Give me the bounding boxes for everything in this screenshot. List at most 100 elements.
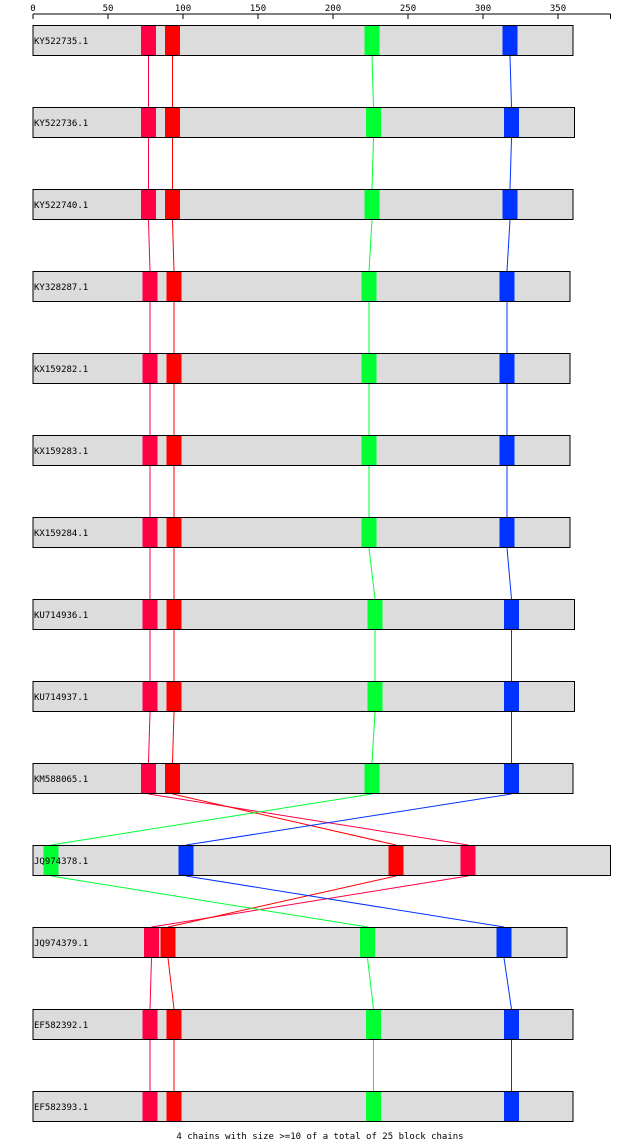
block-chain-segment (360, 928, 375, 957)
chain-connector (367, 957, 374, 1010)
chain-connector (172, 793, 397, 846)
block-chain-segment (499, 272, 515, 301)
chain-connector (50, 793, 373, 846)
block-chain-segment (504, 682, 519, 711)
sequence-bar (32, 763, 574, 794)
block-chain-segment (166, 1010, 182, 1039)
sequence-row: KY522736.1 (32, 107, 575, 138)
chain-connector (368, 219, 373, 272)
sequence-bar (32, 845, 611, 876)
block-chain-segment (166, 518, 182, 547)
sequence-bar (32, 107, 575, 138)
axis-tick-label: 100 (175, 4, 191, 14)
sequence-row: EF582393.1 (32, 1091, 574, 1122)
sequence-label: KY522735.1 (34, 37, 88, 47)
sequence-bar (32, 435, 571, 466)
sequence-row: KX159284.1 (32, 517, 571, 548)
block-chain-segment (142, 354, 158, 383)
chain-connector (148, 219, 151, 272)
sequence-row: JQ974379.1 (32, 927, 568, 958)
chain-connector (371, 137, 374, 190)
position-axis: 0 50 100 150 200 250 300 350 (30, 4, 611, 19)
sequence-rows: KY522735.1 KY522736.1 KY522740.1 KY328287.1… (32, 25, 611, 1122)
chain-connector (151, 875, 469, 928)
sequence-label: KY328287.1 (34, 283, 88, 293)
sequence-row: EF582392.1 (32, 1009, 574, 1040)
chain-connector (172, 711, 175, 764)
block-chain-segment (361, 272, 377, 301)
sequence-row: JQ974378.1 (32, 845, 611, 876)
axis-tick-label: 250 (400, 4, 416, 14)
chain-connectors (50, 55, 512, 1091)
block-chain-segment (166, 1092, 182, 1121)
axis-tick-label: 0 (30, 4, 35, 14)
chain-connector (503, 957, 512, 1010)
chain-connector (371, 55, 374, 108)
block-chain-segment (388, 846, 404, 875)
block-chain-segment (165, 190, 180, 219)
sequence-bar (32, 1091, 574, 1122)
sequence-bar (32, 353, 571, 384)
axis-tick-label: 50 (103, 4, 114, 14)
chain-connector (167, 957, 175, 1010)
block-chain-segment (496, 928, 512, 957)
sequence-row: KY328287.1 (32, 271, 571, 302)
block-chain-segment (361, 354, 377, 383)
sequence-row: KU714936.1 (32, 599, 575, 630)
chain-connector (167, 875, 397, 928)
block-chain-segment (166, 436, 182, 465)
block-chain-segment (366, 1092, 381, 1121)
chain-connector (506, 219, 511, 272)
sequence-bar (32, 599, 575, 630)
block-chain-segment (361, 436, 377, 465)
block-chain-segment (364, 764, 380, 793)
block-chain-segment (361, 518, 377, 547)
chain-connector (148, 711, 151, 764)
axis-tick-label: 350 (550, 4, 566, 14)
block-chain-segment (499, 518, 515, 547)
block-chain-segment (504, 1092, 519, 1121)
block-chain-segment (367, 682, 383, 711)
block-chain-segment (504, 600, 519, 629)
block-chain-segment (502, 190, 518, 219)
sequence-label: JQ974378.1 (34, 857, 88, 867)
block-chain-segment (460, 846, 476, 875)
block-chain-segment (142, 600, 158, 629)
block-chain-segment (142, 272, 158, 301)
chain-connector (509, 55, 512, 108)
sequence-label: KX159284.1 (34, 529, 88, 539)
block-chain-segment (166, 354, 182, 383)
sequence-label: KU714936.1 (34, 611, 88, 621)
sequence-bar (32, 189, 574, 220)
block-chain-segment (141, 190, 156, 219)
sequence-label: KY522740.1 (34, 201, 88, 211)
block-chain-segment (142, 518, 158, 547)
sequence-bar (32, 1009, 574, 1040)
sequence-label: KM588065.1 (34, 775, 88, 785)
sequence-row: KU714937.1 (32, 681, 575, 712)
block-chain-segment (141, 764, 156, 793)
sequence-label: KY522736.1 (34, 119, 88, 129)
block-chain-segment (142, 682, 158, 711)
sequence-row: KY522735.1 (32, 25, 574, 56)
block-chain-segment (165, 764, 180, 793)
block-chain-segment (142, 1010, 158, 1039)
block-chain-segment (160, 928, 176, 957)
sequence-bar (32, 271, 571, 302)
block-chain-segment (366, 1010, 381, 1039)
block-chain-segment (364, 190, 380, 219)
block-chain-segment (166, 682, 182, 711)
sequence-row: KY522740.1 (32, 189, 574, 220)
block-chain-segment (367, 600, 383, 629)
sequence-bar (32, 927, 568, 958)
axis-tick-label: 300 (475, 4, 491, 14)
sequence-row: KX159283.1 (32, 435, 571, 466)
chain-connector (172, 219, 175, 272)
axis-tick-label: 150 (250, 4, 266, 14)
block-chain-segment (142, 436, 158, 465)
block-chain-segment (504, 764, 519, 793)
block-chain-segment (166, 272, 182, 301)
chain-connector (148, 793, 469, 846)
chain-connector (506, 547, 512, 600)
